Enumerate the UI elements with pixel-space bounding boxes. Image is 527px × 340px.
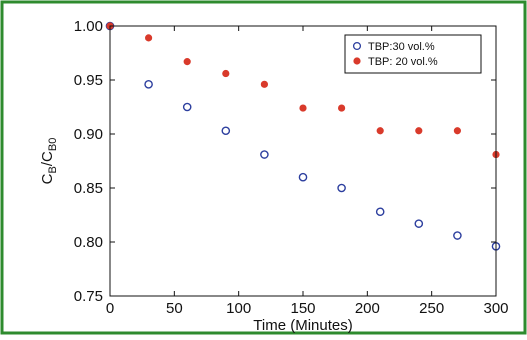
x-tick-label: 0 [106, 300, 114, 317]
series-1 [105, 21, 501, 251]
data-point [376, 127, 384, 135]
legend-label: TBP: 20 vol.% [368, 56, 438, 68]
chart-legend: TBP:30 vol.% TBP: 20 vol.% [344, 34, 482, 74]
data-point [415, 127, 423, 135]
data-point [260, 80, 268, 88]
y-axis-label: CB/CB0 [39, 138, 59, 185]
data-point [260, 150, 269, 159]
data-point [144, 80, 153, 89]
axis-ticks: 0 50 100 150 200 250 300 0.75 0.80 0.85 0.90 0.95 1.… [74, 18, 509, 317]
series-2 [106, 22, 500, 159]
data-point [183, 58, 191, 66]
x-tick-label: 200 [355, 300, 380, 317]
y-tick-label: 0.95 [74, 72, 103, 89]
x-tick-label: 300 [483, 300, 508, 317]
data-point [222, 69, 230, 78]
legend-box [344, 34, 482, 74]
legend-marker [353, 57, 361, 65]
legend-marker [352, 41, 362, 51]
data-point [299, 104, 307, 112]
y-tick-label: 0.80 [74, 234, 103, 251]
data-point [298, 172, 308, 182]
legend-label: TBP:30 vol.% [368, 41, 435, 53]
x-tick-label: 250 [419, 300, 444, 317]
x-tick-label: 50 [166, 300, 183, 317]
data-point [453, 127, 461, 135]
data-point [145, 34, 153, 42]
data-point [375, 207, 385, 217]
data-point [453, 231, 462, 240]
data-marks [105, 21, 501, 251]
data-point [337, 183, 346, 193]
data-point [337, 104, 346, 112]
y-tick-label: 0.85 [74, 180, 103, 197]
y-tick-label: 0.75 [74, 288, 103, 305]
x-axis-label: Time (Minutes) [253, 317, 352, 334]
data-point [182, 102, 192, 112]
y-tick-label: 0.90 [74, 126, 103, 143]
y-tick-label: 1.00 [74, 18, 103, 35]
x-tick-label: 150 [290, 300, 315, 317]
data-point [221, 126, 231, 136]
x-tick-label: 100 [226, 300, 251, 317]
data-point [414, 219, 424, 228]
